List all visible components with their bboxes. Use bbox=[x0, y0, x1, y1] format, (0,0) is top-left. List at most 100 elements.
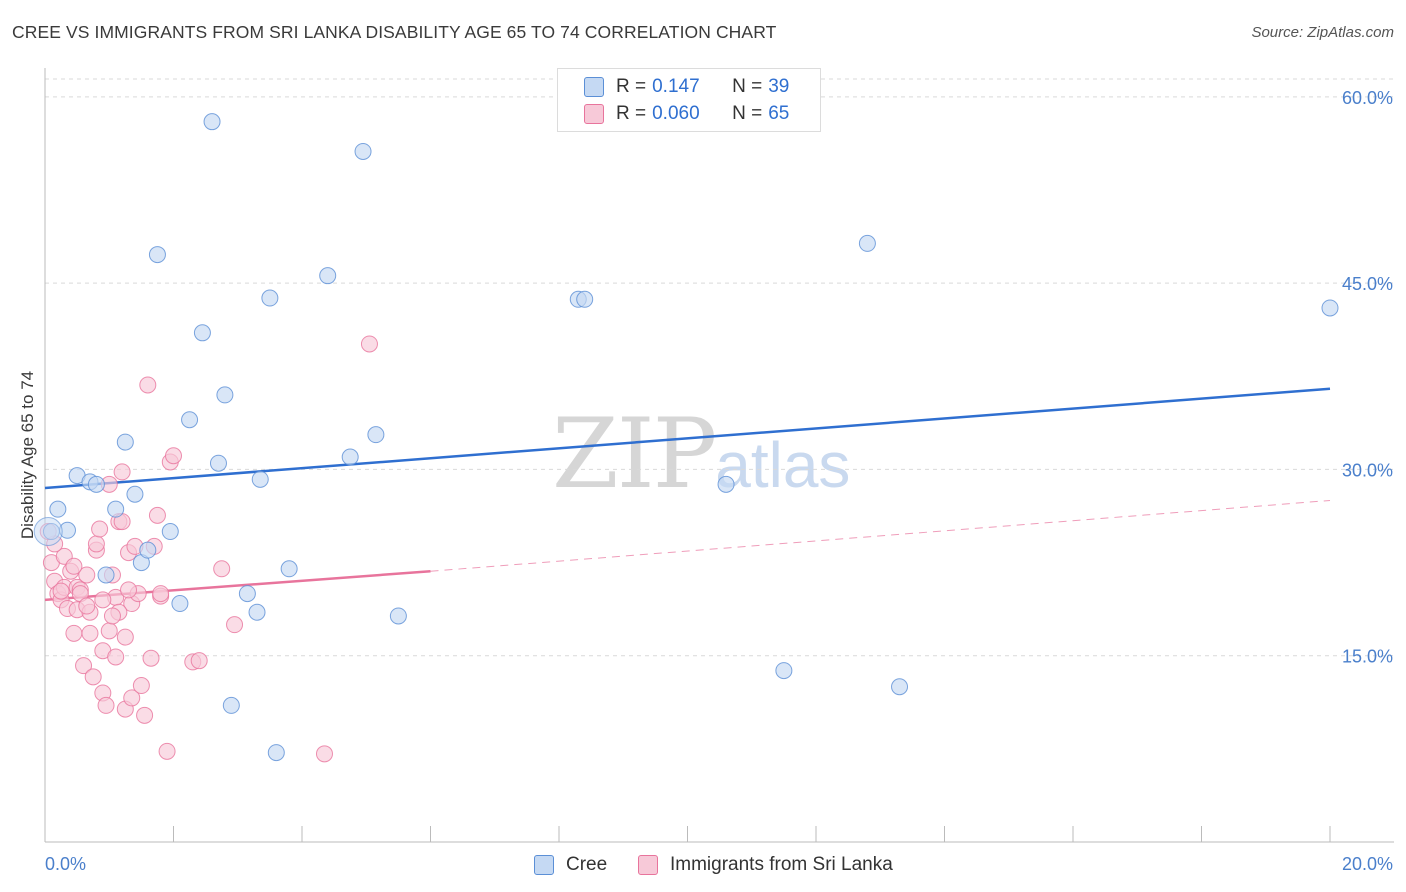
axis-labels: 15.0% 30.0% 45.0% 60.0% 0.0% 20.0% Disability … bbox=[18, 88, 1393, 874]
legend-row-cree: R = 0.147 N = 39 bbox=[584, 74, 789, 100]
x-tick-label-min: 0.0% bbox=[45, 854, 86, 874]
sri-lanka-point bbox=[78, 566, 96, 584]
sri-lanka-point bbox=[65, 557, 83, 575]
y-tick-label: 60.0% bbox=[1342, 88, 1393, 108]
cree-point bbox=[261, 289, 279, 307]
sri-lanka-point bbox=[152, 585, 170, 603]
cree-point bbox=[97, 566, 115, 584]
sri-lanka-point bbox=[123, 689, 141, 707]
bottom-legend-cree: Cree bbox=[534, 852, 607, 878]
cree-legend-label: Cree bbox=[566, 854, 608, 875]
sri-lanka-legend-label: Immigrants from Sri Lanka bbox=[670, 854, 893, 875]
r-value: 0.147 bbox=[652, 76, 700, 97]
cree-point bbox=[222, 696, 240, 714]
sri-lanka-point bbox=[113, 463, 131, 481]
cree-point bbox=[775, 662, 793, 680]
cree-point bbox=[576, 290, 594, 308]
sri-lanka-point bbox=[91, 520, 109, 538]
sri-lanka-point bbox=[158, 742, 176, 760]
cree-point bbox=[858, 234, 876, 252]
chart-title: CREE VS IMMIGRANTS FROM SRI LANKA DISABI… bbox=[12, 22, 777, 42]
sri-lanka-trend-extension bbox=[430, 499, 1331, 572]
cree-point bbox=[148, 246, 166, 264]
bottom-legend-sri-lanka: Immigrants from Sri Lanka bbox=[638, 852, 893, 878]
trend-lines bbox=[44, 387, 1331, 602]
cree-point bbox=[367, 426, 385, 444]
sri-lanka-point bbox=[139, 376, 157, 394]
cree-point bbox=[107, 500, 125, 518]
watermark-atlas: atlas bbox=[715, 429, 851, 501]
n-value: 65 bbox=[768, 103, 790, 124]
cree-point bbox=[319, 267, 337, 285]
cree-point bbox=[139, 541, 157, 559]
cree-point bbox=[341, 448, 359, 466]
sri-lanka-point bbox=[190, 652, 208, 670]
x-tick-label-max: 20.0% bbox=[1342, 854, 1393, 874]
cree-point bbox=[171, 595, 189, 613]
cree-point bbox=[354, 142, 372, 160]
stats-legend: R = 0.147 N = 39 R = 0.060 N = 65 bbox=[557, 68, 821, 132]
sri-lanka-point bbox=[52, 582, 70, 600]
cree-point bbox=[267, 744, 285, 762]
n-label: N = bbox=[732, 76, 763, 97]
sri-lanka-swatch bbox=[638, 855, 658, 875]
legend-row-sri-lanka: R = 0.060 N = 65 bbox=[584, 101, 789, 127]
r-label: R = bbox=[616, 103, 647, 124]
sri-lanka-point bbox=[94, 591, 112, 609]
y-tick-label: 15.0% bbox=[1342, 647, 1393, 667]
sri-lanka-point bbox=[136, 706, 154, 724]
cree-point bbox=[280, 560, 298, 578]
sri-lanka-point bbox=[132, 677, 150, 695]
sri-lanka-point bbox=[213, 560, 231, 578]
cree-point bbox=[181, 411, 199, 429]
cree-point bbox=[126, 485, 144, 503]
cree-point bbox=[87, 475, 105, 493]
cree-point bbox=[891, 678, 909, 696]
cree-point bbox=[116, 433, 134, 451]
cree-point bbox=[1321, 299, 1339, 317]
cree-point bbox=[717, 475, 735, 493]
sri-lanka-point bbox=[142, 649, 160, 667]
sri-lanka-point bbox=[148, 506, 166, 524]
sri-lanka-point bbox=[84, 668, 102, 686]
axes bbox=[44, 68, 1394, 843]
y-axis-title: Disability Age 65 to 74 bbox=[18, 371, 37, 539]
sri-lanka-point bbox=[103, 607, 121, 625]
sri-lanka-point bbox=[165, 447, 182, 465]
sri-lanka-point bbox=[65, 624, 83, 642]
cree-point bbox=[209, 454, 227, 472]
watermark-zip: ZIP bbox=[552, 398, 717, 510]
y-tick-label: 30.0% bbox=[1342, 460, 1393, 480]
r-value: 0.060 bbox=[652, 103, 700, 124]
cree-trend-line bbox=[44, 387, 1331, 490]
sri-lanka-point bbox=[81, 624, 99, 642]
r-label: R = bbox=[616, 76, 647, 97]
sri-lanka-point bbox=[120, 581, 138, 599]
cree-point bbox=[248, 603, 266, 621]
cree-point bbox=[193, 324, 211, 342]
sri-lanka-point bbox=[75, 657, 93, 675]
cree-point bbox=[203, 113, 221, 131]
watermark: ZIPatlas bbox=[552, 398, 850, 510]
n-value: 39 bbox=[768, 76, 790, 97]
cree-point bbox=[216, 386, 234, 404]
y-tick-label: 45.0% bbox=[1342, 274, 1393, 294]
cree-point bbox=[238, 585, 256, 603]
sri-lanka-point bbox=[107, 648, 125, 666]
sri-lanka-swatch bbox=[584, 104, 604, 124]
data-points bbox=[33, 113, 1339, 763]
gridlines bbox=[45, 78, 1394, 657]
cree-point bbox=[389, 607, 407, 625]
cree-swatch bbox=[584, 77, 604, 97]
sri-lanka-point bbox=[226, 616, 244, 634]
sri-lanka-point bbox=[87, 535, 105, 553]
sri-lanka-point bbox=[315, 745, 333, 763]
source-label: Source: ZipAtlas.com bbox=[1251, 24, 1394, 41]
cree-point bbox=[49, 500, 67, 518]
cree-point bbox=[161, 523, 179, 541]
cree-point bbox=[251, 470, 269, 488]
sri-lanka-point bbox=[97, 696, 115, 714]
sri-lanka-point bbox=[100, 622, 118, 640]
sri-lanka-point bbox=[78, 597, 96, 615]
